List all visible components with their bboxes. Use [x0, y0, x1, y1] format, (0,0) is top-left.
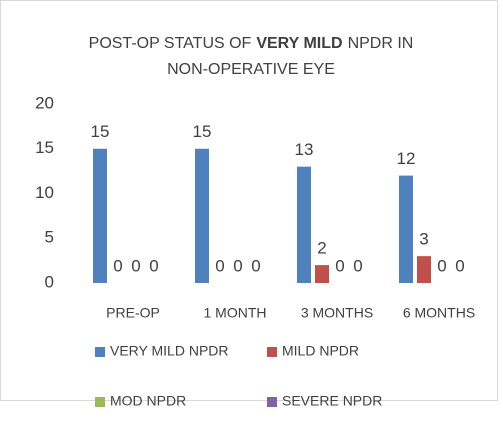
- chart-title: POST-OP STATUS OF VERY MILD NPDR IN: [89, 35, 414, 52]
- legend-swatch: [267, 347, 277, 357]
- legend-swatch: [95, 347, 105, 357]
- bar: [399, 175, 413, 283]
- data-label: 0: [131, 256, 140, 275]
- legend-label: MILD NPDR: [282, 343, 359, 359]
- data-label: 2: [317, 239, 326, 258]
- x-tick-label: 1 MONTH: [204, 305, 267, 321]
- data-label: 13: [295, 140, 314, 159]
- data-label: 0: [455, 256, 464, 275]
- y-tick-label: 0: [45, 272, 54, 291]
- x-tick-label: 3 MONTHS: [301, 305, 373, 321]
- bar: [315, 265, 329, 283]
- legend-swatch: [95, 397, 105, 407]
- chart-frame: [0, 0, 498, 401]
- data-label: 15: [193, 122, 212, 141]
- data-label: 0: [437, 256, 446, 275]
- data-label: 0: [233, 256, 242, 275]
- data-label: 0: [215, 256, 224, 275]
- data-label: 0: [113, 256, 122, 275]
- title-part: VERY MILD: [256, 35, 342, 52]
- y-tick-label: 10: [35, 183, 54, 202]
- legend-label: VERY MILD NPDR: [110, 343, 229, 359]
- legend-label: MOD NPDR: [110, 393, 186, 409]
- data-label: 0: [353, 256, 362, 275]
- chart-title: NON-OPERATIVE EYE: [167, 61, 335, 78]
- title-part: NPDR IN: [348, 35, 414, 52]
- legend-label: SEVERE NPDR: [282, 393, 382, 409]
- title-part: POST-OP STATUS OF: [89, 35, 252, 52]
- data-label: 3: [419, 230, 428, 249]
- y-tick-label: 20: [35, 93, 54, 112]
- data-label: 0: [149, 256, 158, 275]
- y-tick-label: 5: [45, 228, 54, 247]
- bar: [417, 256, 431, 283]
- data-label: 0: [251, 256, 260, 275]
- legend-swatch: [267, 397, 277, 407]
- x-tick-label: 6 MONTHS: [403, 305, 475, 321]
- data-label: 12: [397, 149, 416, 168]
- data-label: 15: [91, 122, 110, 141]
- x-tick-label: PRE-OP: [106, 305, 160, 321]
- title-part: NON-OPERATIVE EYE: [167, 61, 335, 78]
- y-tick-label: 15: [35, 138, 54, 157]
- bar: [297, 166, 311, 283]
- data-label: 0: [335, 256, 344, 275]
- bar: [93, 148, 107, 283]
- bar: [195, 148, 209, 283]
